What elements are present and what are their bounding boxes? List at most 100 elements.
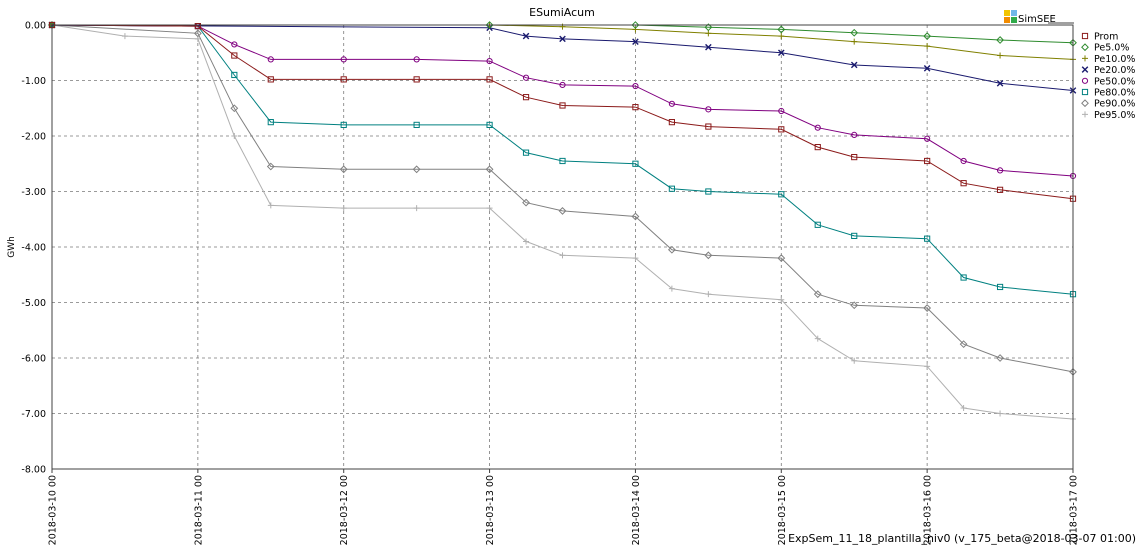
data-point bbox=[412, 165, 421, 174]
data-point bbox=[121, 33, 128, 40]
data-point bbox=[559, 157, 566, 165]
series-line bbox=[51, 24, 1074, 420]
y-tick-label: -1.00 bbox=[21, 76, 46, 87]
data-point bbox=[923, 64, 931, 72]
data-point bbox=[522, 32, 530, 40]
data-point bbox=[522, 74, 530, 81]
data-point bbox=[778, 296, 785, 303]
data-point bbox=[485, 21, 494, 29]
data-point bbox=[705, 43, 712, 51]
series-line bbox=[51, 24, 1074, 200]
data-point bbox=[522, 94, 530, 101]
y-axis-label: GWh bbox=[7, 236, 17, 258]
data-point bbox=[668, 185, 675, 192]
legend-label: Pe20.0% bbox=[1094, 65, 1135, 76]
legend-item-pe10-0: Pe10.0% bbox=[1082, 54, 1135, 65]
data-point bbox=[814, 144, 821, 151]
data-point bbox=[559, 102, 566, 109]
y-tick-label: -7.00 bbox=[21, 409, 46, 420]
data-point bbox=[705, 291, 712, 298]
legend-item-pe50-0: Pe50.0% bbox=[1081, 76, 1135, 87]
legend-marker bbox=[1082, 55, 1088, 62]
series-line bbox=[51, 24, 1074, 295]
series-pe90-0 bbox=[48, 21, 1077, 376]
data-point bbox=[960, 274, 967, 281]
data-point bbox=[267, 119, 274, 126]
data-point bbox=[851, 131, 858, 138]
data-point bbox=[413, 205, 420, 212]
data-point bbox=[267, 76, 274, 83]
data-point bbox=[851, 38, 858, 45]
chart-title: ESumiAcum bbox=[529, 6, 595, 19]
legend-item-pe95-0: Pe95.0% bbox=[1082, 110, 1135, 121]
grid-layer bbox=[52, 25, 1073, 469]
legend-marker bbox=[1081, 32, 1089, 40]
data-point bbox=[996, 167, 1004, 174]
y-tick-label: -2.00 bbox=[21, 132, 46, 143]
legend-item-prom: Prom bbox=[1081, 32, 1118, 43]
data-point bbox=[194, 23, 201, 30]
legend-label: Pe5.0% bbox=[1094, 43, 1129, 54]
simsee-brand: SimSEE bbox=[1018, 14, 1056, 25]
data-point bbox=[632, 104, 639, 111]
data-point bbox=[778, 191, 785, 198]
x-tick-label: 2018-03-12 00 bbox=[339, 475, 350, 545]
data-point bbox=[959, 340, 968, 349]
data-point bbox=[705, 106, 712, 113]
data-point bbox=[668, 119, 675, 126]
y-tick-label: -8.00 bbox=[21, 465, 46, 476]
data-point bbox=[193, 29, 202, 38]
data-point bbox=[814, 124, 821, 131]
data-point bbox=[997, 52, 1004, 59]
data-point bbox=[960, 180, 967, 187]
data-point bbox=[631, 212, 640, 221]
data-point bbox=[996, 36, 1004, 44]
data-point bbox=[486, 205, 493, 212]
x-tick-label: 2018-03-17 00 bbox=[1069, 475, 1080, 545]
plot-frame bbox=[51, 24, 1074, 470]
data-point bbox=[485, 165, 494, 174]
data-point bbox=[559, 81, 566, 89]
x-tick-label: 2018-03-15 00 bbox=[777, 475, 788, 545]
data-point bbox=[668, 285, 675, 292]
legend-marker bbox=[1082, 111, 1088, 118]
legend-label: Pe95.0% bbox=[1094, 110, 1135, 121]
data-point bbox=[632, 82, 639, 90]
data-point bbox=[923, 304, 932, 312]
data-point bbox=[486, 121, 493, 129]
data-point bbox=[704, 251, 713, 260]
footer-text: ExpSem_11_18_plantilla_niv0 (v_175_beta@… bbox=[788, 532, 1136, 545]
data-point bbox=[813, 290, 822, 299]
y-tick-label: -3.00 bbox=[21, 187, 46, 198]
data-point bbox=[486, 76, 493, 83]
data-point bbox=[924, 135, 931, 142]
legend-label: Pe80.0% bbox=[1094, 88, 1135, 99]
data-point bbox=[850, 61, 858, 69]
data-point bbox=[996, 354, 1004, 362]
legend-marker bbox=[1081, 99, 1089, 108]
data-point bbox=[267, 56, 274, 63]
data-point bbox=[631, 21, 640, 29]
legend-item-pe80-0: Pe80.0% bbox=[1081, 88, 1135, 99]
data-point bbox=[522, 198, 530, 207]
data-point bbox=[231, 133, 238, 139]
data-point bbox=[924, 235, 931, 242]
legend-item-pe5-0: Pe5.0% bbox=[1081, 43, 1129, 54]
data-point bbox=[777, 49, 785, 57]
data-point bbox=[850, 28, 859, 37]
data-point bbox=[523, 238, 530, 245]
series-line bbox=[52, 24, 1074, 60]
legend-label: Prom bbox=[1094, 32, 1118, 43]
data-point bbox=[230, 104, 239, 113]
data-point bbox=[559, 35, 566, 43]
data-point bbox=[231, 52, 238, 59]
data-point bbox=[267, 202, 274, 209]
series-line bbox=[51, 24, 1074, 373]
data-point bbox=[960, 404, 967, 411]
legend-label: Pe10.0% bbox=[1094, 54, 1135, 65]
data-point bbox=[705, 30, 712, 37]
y-tick-label: -4.00 bbox=[21, 243, 46, 254]
